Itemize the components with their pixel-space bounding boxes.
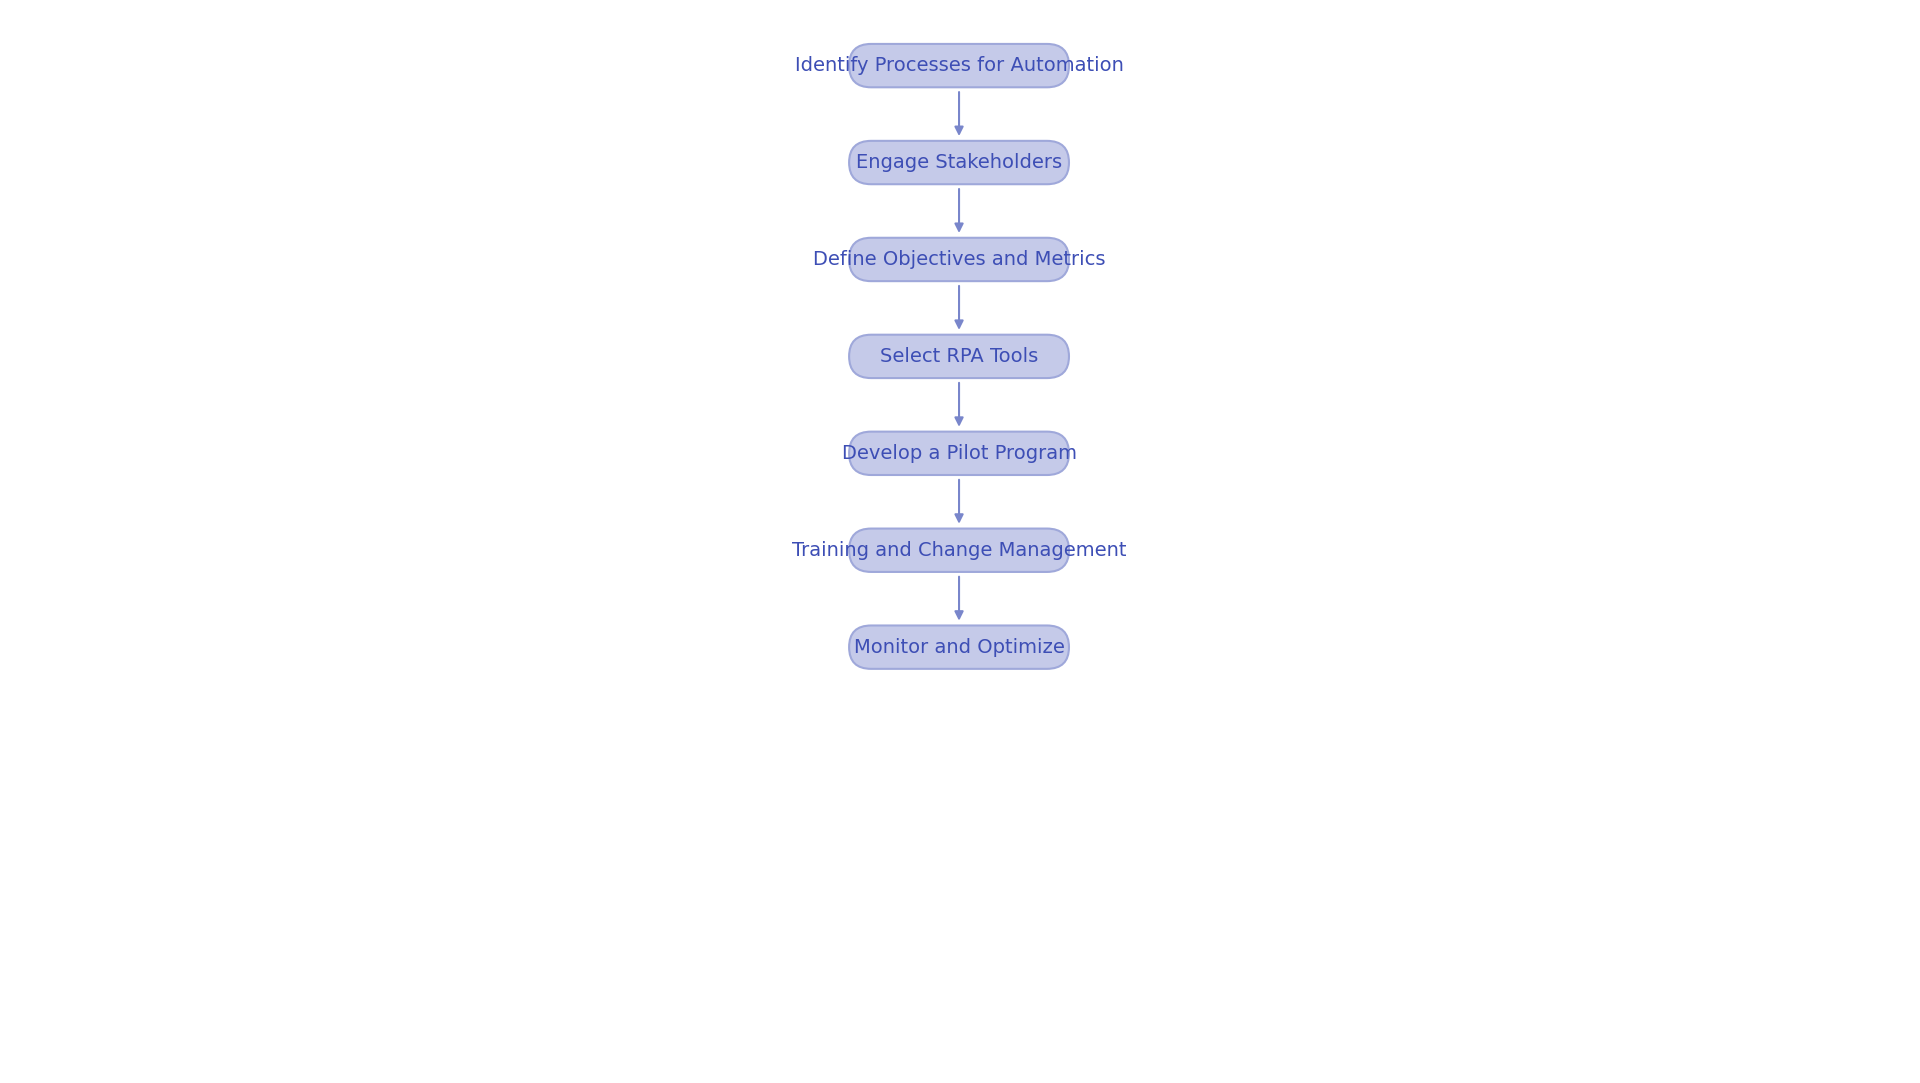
FancyBboxPatch shape (849, 626, 1069, 669)
Text: Identify Processes for Automation: Identify Processes for Automation (795, 56, 1123, 75)
FancyBboxPatch shape (849, 432, 1069, 475)
FancyBboxPatch shape (849, 529, 1069, 572)
Text: Select RPA Tools: Select RPA Tools (879, 347, 1039, 366)
FancyBboxPatch shape (849, 141, 1069, 184)
Text: Training and Change Management: Training and Change Management (791, 540, 1127, 560)
Text: Monitor and Optimize: Monitor and Optimize (854, 638, 1064, 656)
Text: Define Objectives and Metrics: Define Objectives and Metrics (812, 250, 1106, 269)
FancyBboxPatch shape (849, 238, 1069, 282)
FancyBboxPatch shape (849, 44, 1069, 88)
Text: Engage Stakeholders: Engage Stakeholders (856, 153, 1062, 172)
Text: Develop a Pilot Program: Develop a Pilot Program (841, 444, 1077, 462)
FancyBboxPatch shape (849, 335, 1069, 378)
